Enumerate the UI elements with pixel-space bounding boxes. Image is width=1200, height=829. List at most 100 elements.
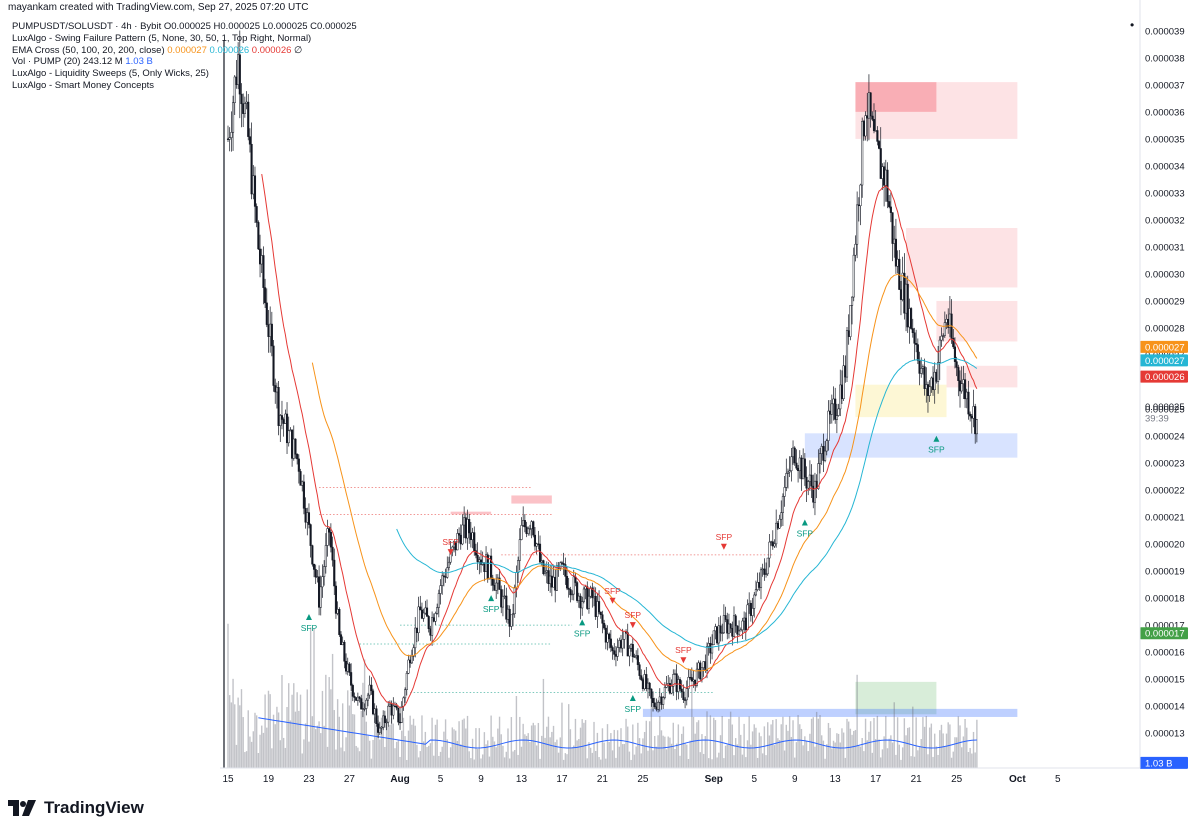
volume-bar: [738, 716, 740, 768]
candle-body: [682, 691, 685, 700]
candle-body: [751, 608, 754, 616]
candle-body: [861, 121, 864, 186]
price-tick-label: 0.000017: [1145, 621, 1185, 632]
volume-bar: [335, 749, 337, 768]
candle-body: [770, 541, 773, 543]
volume-bar: [350, 691, 352, 768]
candle-body: [525, 526, 528, 534]
ema-indicator-line[interactable]: EMA Cross (50, 100, 20, 200, close) 0.00…: [12, 45, 357, 57]
candle-body: [400, 706, 403, 723]
volume-bar: [554, 742, 556, 768]
candle-body: [535, 543, 538, 547]
volume-bar: [512, 751, 514, 768]
candle-body: [392, 705, 395, 716]
volume-bar: [787, 730, 789, 768]
candle-body: [599, 611, 602, 615]
sfp-label: SFP: [797, 528, 814, 538]
volume-indicator-line[interactable]: Vol · PUMP (20) 243.12 M 1.03 B: [12, 56, 357, 68]
candle-body: [608, 633, 611, 640]
candle-body: [677, 679, 680, 692]
volume-bar: [659, 716, 661, 768]
smc-line[interactable]: LuxAlgo - Smart Money Concepts: [12, 79, 155, 91]
candle-body: [331, 546, 334, 561]
price-badge: [1140, 756, 1188, 769]
candle-body: [532, 521, 535, 536]
candle-body: [726, 619, 729, 634]
volume-bar: [547, 716, 550, 768]
volume-bar: [266, 727, 268, 768]
volume-bar: [303, 739, 305, 768]
volume-bar: [642, 738, 644, 768]
candle-body: [883, 166, 886, 186]
candle-body: [869, 92, 872, 117]
volume-bar: [927, 754, 929, 768]
volume-bar: [390, 718, 393, 768]
volume-bar: [298, 710, 300, 768]
volume-bar: [508, 758, 511, 768]
candle-body: [520, 525, 523, 540]
liquidity-sweeps-line[interactable]: LuxAlgo - Liquidity Sweeps (5, Only Wick…: [12, 68, 209, 80]
volume-bar: [922, 717, 924, 768]
volume-bar: [406, 759, 408, 768]
candle-body: [962, 379, 965, 385]
time-axis[interactable]: 15 19 23 27 Aug 5 9 13 17 21 25 Sep 5 9 13 17 21 25 Oct 5: [222, 774, 1061, 785]
volume-bar: [937, 754, 939, 768]
candle-body: [891, 212, 894, 244]
candle-body: [390, 703, 393, 716]
candle-body: [569, 589, 572, 596]
time-tick-label: 9: [792, 774, 798, 785]
ema-20-line: [261, 174, 978, 709]
candle-body: [432, 617, 435, 622]
candle-body: [304, 508, 307, 523]
candle-body: [672, 674, 675, 687]
candle-body: [601, 614, 604, 624]
volume-bar: [589, 747, 592, 768]
volume-bar: [294, 711, 297, 768]
candle-body: [598, 601, 601, 613]
volume-bar: [564, 753, 567, 768]
volume-bar: [535, 745, 538, 768]
volume-bar: [824, 758, 826, 768]
volume-bar: [411, 724, 413, 768]
volume-bar: [401, 730, 403, 768]
candle-body: [458, 533, 461, 536]
candle-body: [935, 371, 938, 382]
volume-bar: [569, 729, 572, 768]
volume-bar: [638, 738, 641, 768]
candle-body: [967, 391, 970, 415]
volume-bar: [244, 752, 246, 768]
volume-bar: [961, 747, 963, 768]
volume-bar: [345, 737, 347, 768]
candle-body: [903, 272, 906, 314]
volume-bar: [402, 717, 405, 768]
volume-bar: [955, 737, 958, 768]
volume-bar: [515, 696, 518, 768]
time-tick-label: 15: [222, 774, 234, 785]
candle-body: [736, 625, 739, 635]
volume-bar: [947, 722, 949, 768]
sfp-indicator-line[interactable]: LuxAlgo - Swing Failure Pattern (5, None…: [12, 32, 312, 44]
price-axis[interactable]: 0.000039 0.000038 0.000037 0.000036 0.000035…: [1145, 26, 1185, 766]
candle-body: [511, 613, 515, 616]
candle-body: [550, 575, 553, 588]
symbol-line[interactable]: PUMPUSDT/SOLUSDT · 4h · Bybit O0.000025 …: [12, 21, 357, 32]
volume-bar: [355, 745, 357, 768]
candle-body: [493, 585, 496, 591]
chart-credit: mayankam created with TradingView.com, S…: [8, 2, 309, 13]
candle-body: [739, 629, 742, 632]
more-options-icon[interactable]: •: [1130, 18, 1135, 32]
candle-body: [844, 365, 847, 378]
volume-bar: [674, 749, 676, 768]
volume-bar: [476, 748, 479, 768]
volume-bar: [271, 748, 273, 768]
volume-bar: [439, 751, 442, 768]
candle-body: [442, 575, 445, 577]
candle-body: [260, 255, 263, 265]
volume-bar: [966, 727, 968, 768]
price-tick-label: 0.000013: [1145, 729, 1185, 740]
volume-bar: [522, 723, 524, 768]
volume-bar: [863, 751, 865, 768]
volume-bar: [254, 712, 256, 768]
candle-body: [798, 457, 801, 472]
